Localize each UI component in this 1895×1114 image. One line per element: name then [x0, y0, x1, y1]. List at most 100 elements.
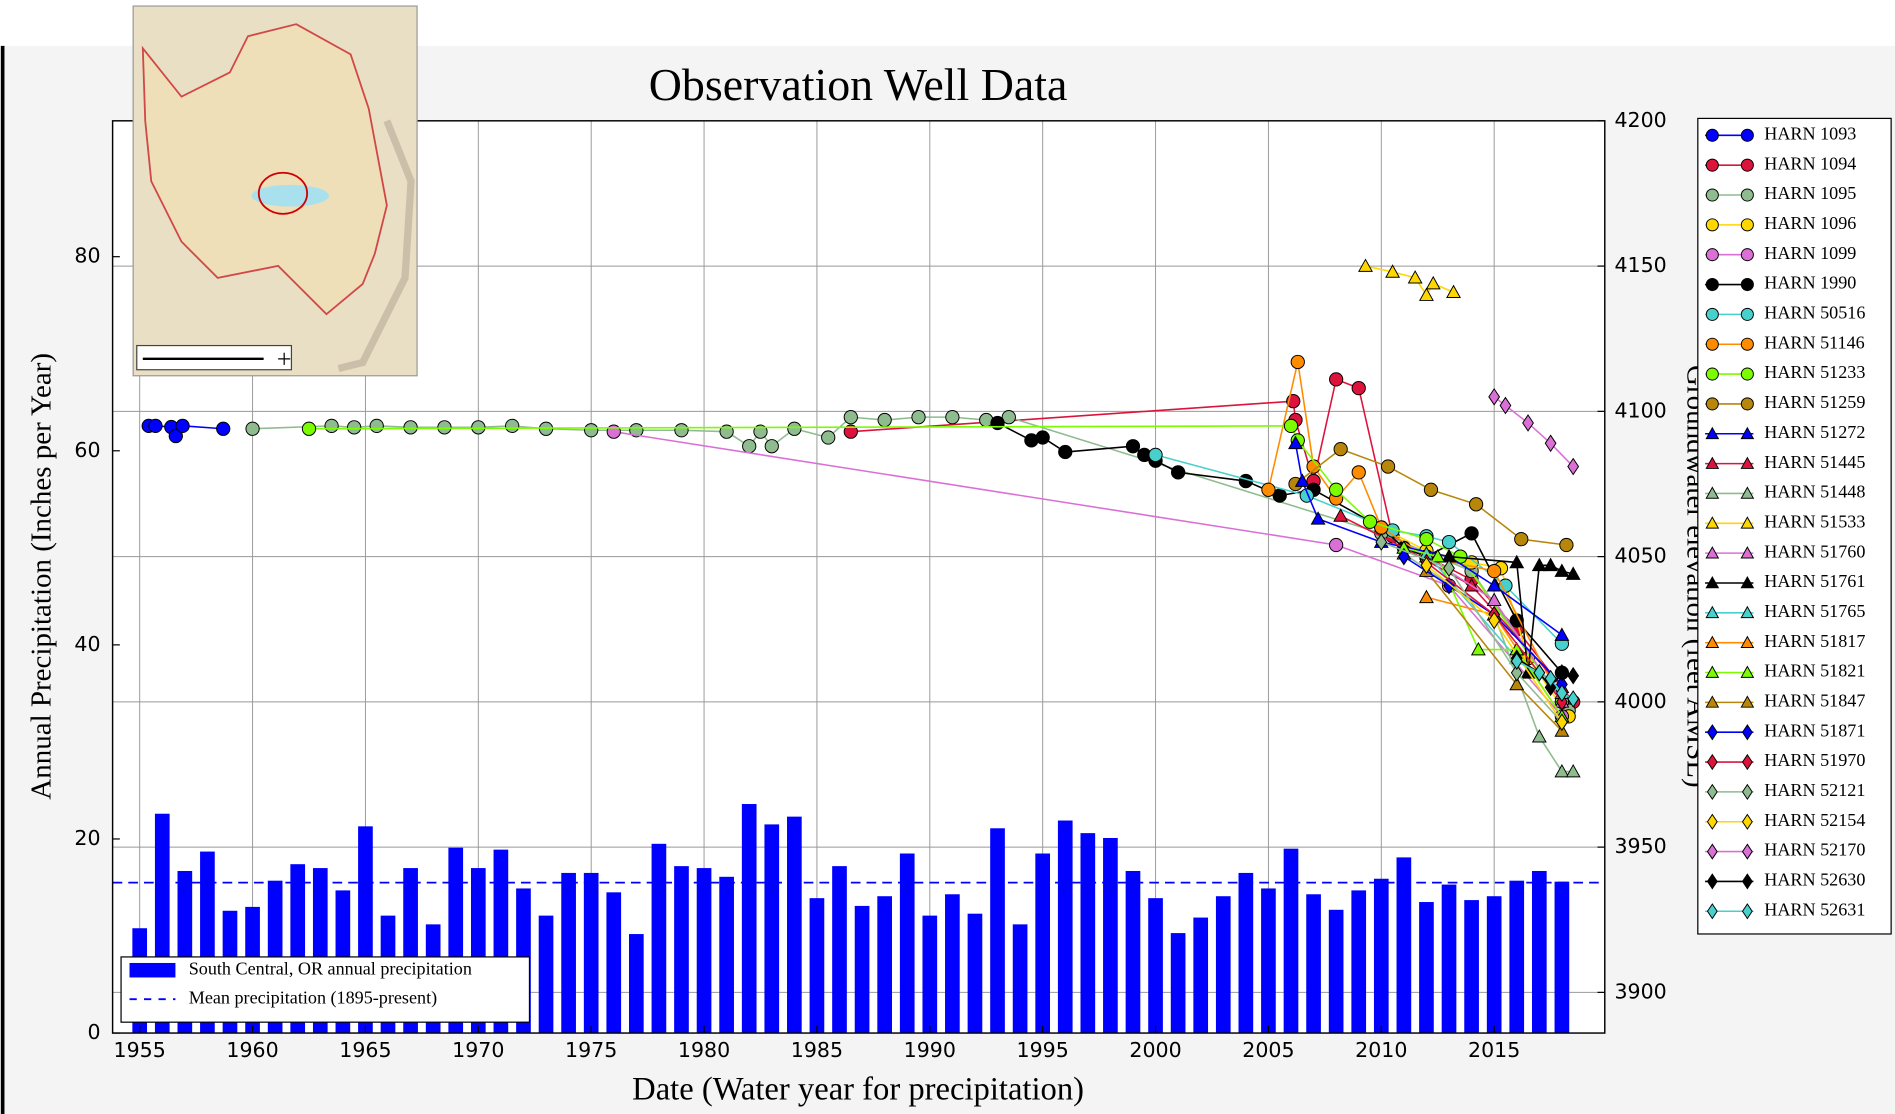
bar — [1103, 838, 1118, 1033]
marker — [1334, 442, 1347, 455]
marker — [822, 431, 835, 444]
marker — [438, 421, 451, 434]
y2-tick-label: 3950 — [1614, 834, 1666, 858]
marker — [348, 421, 361, 434]
marker — [1741, 189, 1753, 201]
marker — [1706, 159, 1718, 171]
marker — [1741, 129, 1753, 141]
x-tick-label: 1975 — [565, 1038, 617, 1062]
marker — [1420, 533, 1433, 546]
legend-label: HARN 1099 — [1764, 243, 1856, 263]
chart-title: Observation Well Data — [649, 59, 1068, 110]
legend-label: HARN 52154 — [1764, 810, 1865, 830]
marker — [1330, 373, 1343, 386]
bar — [1374, 879, 1389, 1033]
marker — [302, 422, 315, 435]
marker — [1706, 368, 1718, 380]
marker — [1706, 249, 1718, 261]
marker — [325, 419, 338, 432]
marker — [506, 419, 519, 432]
bar-legend: South Central, OR annual precipitationMe… — [121, 957, 529, 1022]
marker — [1706, 279, 1718, 291]
legend-label: HARN 51445 — [1764, 452, 1865, 472]
marker — [788, 422, 801, 435]
bar — [1306, 894, 1321, 1033]
legend-label: HARN 51448 — [1764, 482, 1865, 502]
legend-label: Mean precipitation (1895-present) — [189, 987, 437, 1008]
marker — [1488, 564, 1501, 577]
marker — [1262, 483, 1275, 496]
x-tick-label: 1965 — [339, 1038, 391, 1062]
legend-label: HARN 1096 — [1764, 213, 1856, 233]
legend-label: HARN 51871 — [1764, 720, 1865, 740]
marker — [1442, 535, 1455, 548]
marker — [1741, 368, 1753, 380]
marker — [370, 419, 383, 432]
bar — [1329, 910, 1344, 1033]
legend-label: HARN 51233 — [1764, 362, 1865, 382]
marker — [1330, 538, 1343, 551]
bar — [1058, 821, 1073, 1034]
bar — [1148, 898, 1163, 1033]
bar — [945, 894, 960, 1033]
bar — [1193, 918, 1208, 1033]
x-tick-label: 2015 — [1468, 1038, 1520, 1062]
marker — [1706, 338, 1718, 350]
x-axis-label: Date (Water year for precipitation) — [632, 1072, 1084, 1108]
bar — [606, 892, 621, 1033]
marker — [1741, 308, 1753, 320]
bar — [674, 866, 689, 1033]
marker — [1741, 279, 1753, 291]
bar — [1171, 933, 1186, 1033]
y-tick-label: 20 — [74, 826, 100, 850]
marker — [1352, 466, 1365, 479]
x-tick-label: 1960 — [226, 1038, 278, 1062]
map-lake — [252, 185, 329, 207]
marker — [607, 425, 620, 438]
marker — [1352, 381, 1365, 394]
marker — [1741, 398, 1753, 410]
x-tick-label: 1985 — [791, 1038, 843, 1062]
bar — [1261, 888, 1276, 1033]
y-tick-label: 80 — [74, 244, 100, 268]
legend-label: HARN 51533 — [1764, 511, 1865, 531]
screenshot: 1955196019651970197519801985199019952000… — [0, 0, 1895, 1114]
y2-tick-label: 4050 — [1614, 544, 1666, 568]
marker — [1126, 440, 1139, 453]
marker — [1291, 355, 1304, 368]
bar — [1419, 902, 1434, 1033]
bar — [1532, 871, 1547, 1033]
legend-label: HARN 51847 — [1764, 691, 1865, 711]
bar — [1216, 896, 1231, 1033]
legend-label: HARN 51761 — [1764, 571, 1865, 591]
bar — [1442, 885, 1457, 1033]
bar — [968, 914, 983, 1033]
legend-label: HARN 52121 — [1764, 780, 1865, 800]
legend-label: HARN 52631 — [1764, 899, 1865, 919]
legend-label: HARN 51760 — [1764, 541, 1865, 561]
marker — [1465, 527, 1478, 540]
x-tick-label: 1980 — [678, 1038, 730, 1062]
marker — [1284, 419, 1297, 432]
marker — [743, 440, 756, 453]
marker — [878, 413, 891, 426]
bar — [787, 817, 802, 1033]
x-tick-label: 2005 — [1242, 1038, 1294, 1062]
bar — [1397, 857, 1412, 1033]
x-tick-label: 1955 — [114, 1038, 166, 1062]
marker — [1706, 129, 1718, 141]
marker — [1741, 249, 1753, 261]
bar — [742, 804, 757, 1033]
bar — [1509, 881, 1524, 1033]
marker — [1741, 159, 1753, 171]
marker — [1560, 538, 1573, 551]
x-tick-label: 1970 — [452, 1038, 504, 1062]
legend-label: HARN 52630 — [1764, 870, 1865, 890]
legend-label: HARN 51146 — [1764, 332, 1864, 352]
bar — [1126, 871, 1141, 1033]
bar — [900, 854, 915, 1034]
marker — [1741, 338, 1753, 350]
marker — [246, 422, 259, 435]
marker — [991, 416, 1004, 429]
